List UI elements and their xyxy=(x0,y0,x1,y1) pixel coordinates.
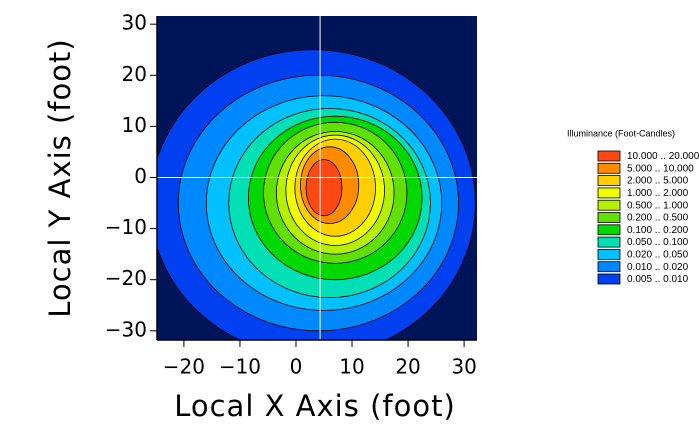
legend-swatch xyxy=(597,162,621,174)
legend-swatch xyxy=(597,212,621,223)
x-tick-label: −20 xyxy=(163,355,205,379)
y-tick-label: −10 xyxy=(105,215,147,239)
legend-swatch xyxy=(597,273,621,285)
x-tick-label: 30 xyxy=(451,355,476,379)
legend-swatch xyxy=(597,150,621,162)
legend-label: 0.005 .. 0.010 xyxy=(627,274,689,285)
x-tick-label: 0 xyxy=(290,355,303,379)
legend-swatch xyxy=(597,175,621,187)
legend-label: 0.010 .. 0.020 xyxy=(627,262,689,273)
legend-label: 0.200 .. 0.500 xyxy=(627,213,689,224)
legend-label: 10.000 .. 20.000 xyxy=(627,151,699,162)
x-tick-label: −10 xyxy=(219,355,261,379)
y-tick-label: 20 xyxy=(122,62,147,86)
legend-title: Illuminance (Foot-Candles) xyxy=(567,128,675,138)
legend-label: 2.000 .. 5.000 xyxy=(627,176,689,187)
legend-swatch xyxy=(597,187,621,199)
x-tick-label: 10 xyxy=(339,355,364,379)
legend-swatch xyxy=(597,261,621,273)
x-tick-label: 20 xyxy=(395,355,420,379)
y-tick-label: 10 xyxy=(122,113,147,137)
legend-swatch xyxy=(597,199,621,211)
legend-label: 5.000 .. 10.000 xyxy=(627,163,694,174)
y-tick-label: −20 xyxy=(105,266,147,290)
legend-label: 0.100 .. 0.200 xyxy=(627,225,689,236)
y-tick-label: 0 xyxy=(134,164,147,188)
legend-label: 1.000 .. 2.000 xyxy=(627,188,689,199)
y-tick-label: −30 xyxy=(105,317,147,341)
legend-label: 0.020 .. 0.050 xyxy=(627,250,689,261)
y-tick-label: 30 xyxy=(122,11,147,35)
legend-swatch xyxy=(597,236,621,248)
y-axis-title: Local Y Axis (foot) xyxy=(43,38,77,317)
contour-region xyxy=(305,159,343,217)
plot-area xyxy=(157,16,477,340)
legend-label: 0.500 .. 1.000 xyxy=(627,200,689,211)
legend-label: 0.050 .. 0.100 xyxy=(627,237,689,248)
x-axis-title: Local X Axis (foot) xyxy=(174,389,456,423)
legend-swatch xyxy=(597,224,621,236)
legend-swatch xyxy=(597,248,621,260)
